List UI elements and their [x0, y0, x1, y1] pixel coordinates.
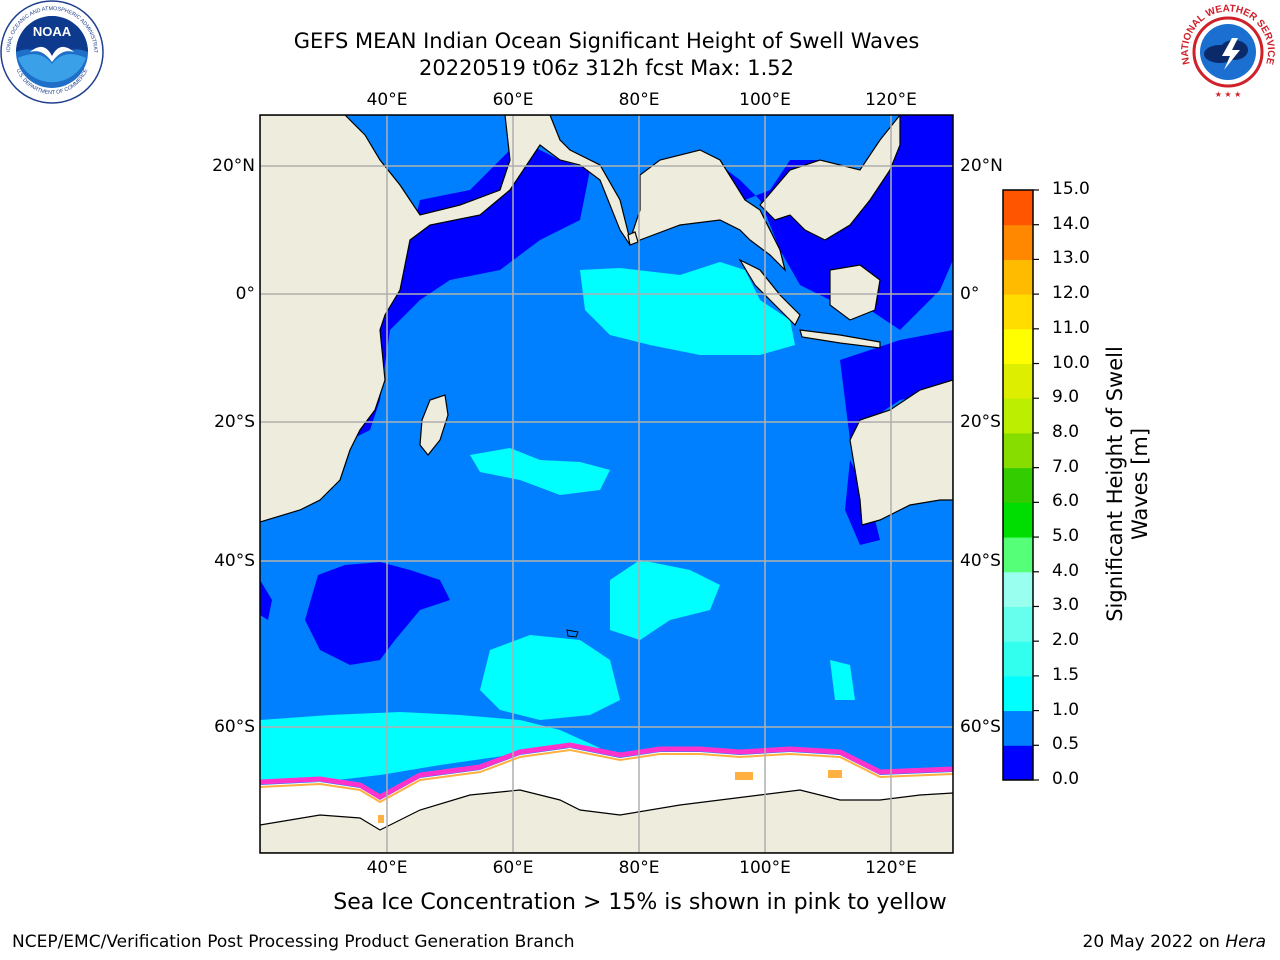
colorbar-tick-label: 11.0 [1052, 317, 1090, 338]
colorbar-segment [1003, 398, 1033, 434]
colorbar-frame [1002, 189, 1034, 781]
colorbar-tick-label: 9.0 [1052, 387, 1080, 408]
moderate-swell-zones [260, 262, 855, 782]
colorbar-label-line1: Significant Height of Swell [1103, 346, 1127, 622]
colorbar-label: Significant Height of Swell Waves [m] [1103, 346, 1153, 622]
colorbar-tick-label: 0.5 [1052, 734, 1080, 755]
colorbar-tick-label: 10.0 [1052, 352, 1090, 373]
lon-label-bottom-80e: 80°E [618, 858, 660, 878]
colorbar-segment [1003, 710, 1033, 746]
colorbar-tick-label: 6.0 [1052, 491, 1080, 512]
colorbar-segment [1003, 571, 1033, 607]
footer-date: 20 May 2022 on [1082, 932, 1226, 952]
colorbar-segment [1003, 259, 1033, 295]
colorbar-segment [1003, 294, 1033, 330]
colorbar-segment [1003, 745, 1033, 781]
nws-logo: NATIONAL WEATHER SERVICE ★ ★ ★ [1177, 1, 1279, 103]
lon-label-bottom-100e: 100°E [739, 858, 791, 878]
colorbar [1002, 189, 1039, 781]
colorbar-segment [1003, 363, 1033, 399]
colorbar-tick-label: 1.0 [1052, 699, 1080, 720]
lat-label-right-20n: 20°N [960, 156, 1003, 176]
colorbar-segment [1003, 328, 1033, 365]
colorbar-tick-label: 12.0 [1052, 283, 1090, 304]
colorbar-tick-label: 0.0 [1052, 769, 1080, 789]
lat-label-left-20s: 20°S [214, 412, 255, 432]
lon-label-bottom-40e: 40°E [366, 858, 408, 878]
noaa-logo-text: NOAA [33, 24, 72, 39]
colorbar-segment [1003, 467, 1033, 503]
lon-label-bottom-60e: 60°E [492, 858, 534, 878]
colorbar-tick-label: 2.0 [1052, 630, 1080, 651]
landmasses [260, 115, 953, 853]
lat-label-right-0: 0° [960, 284, 980, 304]
colorbar-tick-label: 8.0 [1052, 421, 1080, 442]
map-title: GEFS MEAN Indian Ocean Significant Heigh… [293, 29, 920, 53]
lat-label-left-40s: 40°S [214, 551, 255, 571]
lon-label-top-80e: 80°E [618, 90, 660, 110]
colorbar-segment [1003, 432, 1033, 469]
svg-text:★ ★ ★: ★ ★ ★ [1215, 90, 1242, 99]
lat-label-right-20s: 20°S [960, 412, 1001, 432]
colorbar-label-line2: Waves [m] [1128, 427, 1152, 541]
lat-label-right-60s: 60°S [960, 717, 1001, 737]
lon-label-top-60e: 60°E [492, 90, 534, 110]
lat-label-left-0: 0° [235, 284, 255, 304]
noaa-logo: NOAA NATIONAL OCEANIC AND ATMOSPHERIC AD… [0, 0, 104, 104]
lon-label-top-100e: 100°E [739, 90, 791, 110]
lat-label-left-20n: 20°N [212, 156, 255, 176]
lat-label-left-60s: 60°S [214, 717, 255, 737]
map-frame [259, 114, 954, 854]
colorbar-segment [1003, 675, 1033, 712]
sea-ice-caption: Sea Ice Concentration > 15% is shown in … [333, 890, 947, 915]
colorbar-segment [1003, 641, 1033, 677]
colorbar-tick-label: 4.0 [1052, 560, 1080, 581]
lon-label-bottom-120e: 120°E [865, 858, 917, 878]
colorbar-tick-label: 3.0 [1052, 595, 1080, 616]
colorbar-tick-label: 1.5 [1052, 664, 1080, 685]
colorbar-tick-label: 7.0 [1052, 456, 1080, 477]
map-subtitle: 20220519 t06z 312h fcst Max: 1.52 [419, 56, 794, 80]
footer-left: NCEP/EMC/Verification Post Processing Pr… [12, 932, 575, 952]
colorbar-segment [1003, 502, 1033, 538]
colorbar-tick-label: 13.0 [1052, 248, 1090, 269]
colorbar-segment [1003, 606, 1033, 642]
gridlines [260, 115, 953, 853]
colorbar-tick-label: 14.0 [1052, 213, 1090, 234]
colorbar-segment [1003, 190, 1033, 226]
footer-machine: Hera [1225, 932, 1266, 952]
lon-label-top-40e: 40°E [366, 90, 408, 110]
colorbar-tick-label: 5.0 [1052, 526, 1080, 547]
lat-label-right-40s: 40°S [960, 551, 1001, 571]
footer-right: 20 May 2022 on Hera [1083, 932, 1267, 952]
lon-label-top-120e: 120°E [865, 90, 917, 110]
colorbar-tick-label: 15.0 [1052, 179, 1090, 199]
kerguelen-island [566, 629, 579, 638]
colorbar-segment [1003, 224, 1033, 260]
colorbar-segment [1003, 537, 1033, 573]
